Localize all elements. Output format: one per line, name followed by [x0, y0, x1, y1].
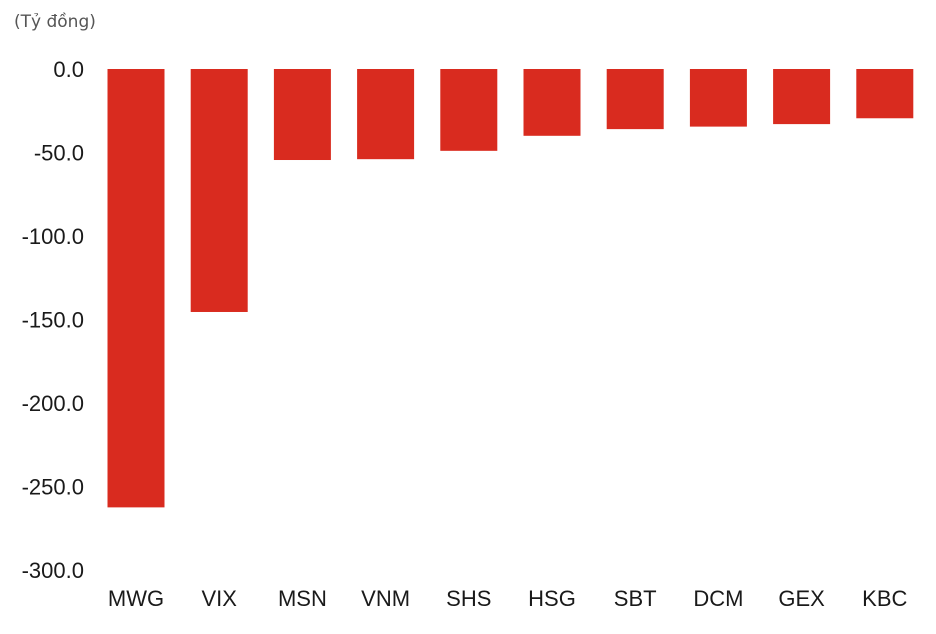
bar-sbt — [606, 69, 664, 130]
x-tick-label: SHS — [446, 586, 491, 611]
x-tick-label: VIX — [201, 586, 237, 611]
y-tick-label: -300.0 — [22, 558, 84, 583]
bar-msn — [273, 69, 331, 161]
bar-vix — [190, 69, 248, 312]
x-tick-label: SBT — [614, 586, 657, 611]
x-tick-label: HSG — [528, 586, 576, 611]
y-tick-label: -200.0 — [22, 391, 84, 416]
y-tick-label: 0.0 — [53, 57, 84, 82]
y-tick-label: -250.0 — [22, 475, 84, 500]
x-tick-label: VNM — [361, 586, 410, 611]
bars-group — [107, 69, 914, 508]
bar-vnm — [357, 69, 415, 160]
bar-dcm — [689, 69, 747, 127]
x-tick-label: MWG — [108, 586, 164, 611]
bar-gex — [773, 69, 831, 125]
x-tick-label: GEX — [778, 586, 825, 611]
bar-shs — [440, 69, 498, 151]
bar-kbc — [856, 69, 914, 119]
bar-hsg — [523, 69, 581, 136]
y-tick-label: -50.0 — [34, 141, 84, 166]
unit-label: (Tỷ đồng) — [14, 11, 96, 32]
x-axis-ticks: MWG VIX MSN VNM SHS HSG SBT DCM GEX KBC — [108, 586, 908, 611]
x-tick-label: KBC — [862, 586, 907, 611]
y-tick-label: -100.0 — [22, 224, 84, 249]
bar-mwg — [107, 69, 165, 508]
y-tick-label: -150.0 — [22, 308, 84, 333]
x-tick-label: DCM — [693, 586, 743, 611]
x-tick-label: MSN — [278, 586, 327, 611]
y-axis-ticks: 0.0 -50.0 -100.0 -150.0 -200.0 -250.0 -300.0 — [22, 57, 84, 583]
